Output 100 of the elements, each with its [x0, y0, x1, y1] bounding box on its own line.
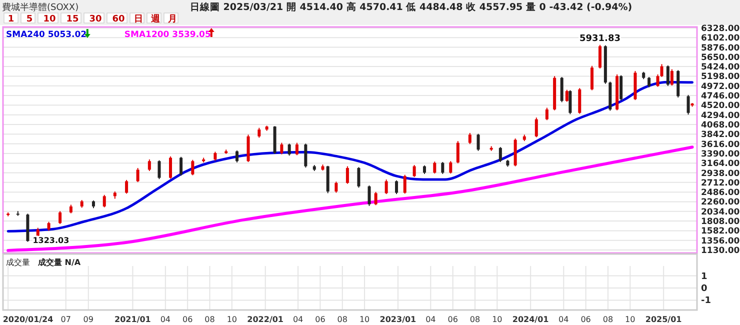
x-tick-label: 10	[359, 315, 370, 324]
y-tick-label: 2486.00	[701, 188, 740, 198]
candlestick	[304, 143, 308, 168]
candlestick	[334, 181, 338, 194]
annotation: 1323.03	[32, 236, 70, 245]
candlestick	[295, 142, 298, 156]
x-tick-label: 04	[292, 315, 304, 324]
candlestick	[456, 140, 460, 164]
x-tick-label: 04	[426, 315, 436, 324]
candlestick	[476, 133, 480, 152]
y-tick-label: 1808.00	[701, 217, 740, 228]
candlestick	[357, 166, 360, 188]
y-tick-label: 2260.00	[701, 198, 740, 208]
y-tick-label: 4294.00	[701, 110, 740, 121]
candlestick	[590, 65, 594, 91]
candlestick	[670, 68, 674, 86]
x-tick-label: 06	[580, 315, 591, 324]
candlestick	[441, 162, 444, 174]
x-tick-label: 10	[625, 315, 636, 324]
candlestick	[346, 166, 349, 184]
candlestick	[449, 160, 452, 174]
chart-title: 成交量	[6, 258, 30, 267]
candlestick	[280, 142, 284, 155]
candlestick	[395, 180, 398, 195]
x-tick-label: 09	[83, 315, 94, 324]
y-tick-label: 2034.00	[701, 207, 740, 218]
x-tick-label: 10	[226, 315, 238, 324]
x-tick-label: 07	[60, 315, 71, 324]
y-tick-label: 3616.00	[701, 140, 740, 150]
x-tick-label: 2020/01/24	[2, 315, 54, 324]
x-tick-label: 08	[337, 315, 348, 324]
candlestick	[125, 179, 128, 194]
x-tick-label: 2023/01	[380, 315, 417, 324]
y-tick-label: 1	[701, 272, 708, 282]
line-series	[6, 146, 694, 252]
candlestick	[374, 191, 378, 206]
y-tick-label: 2938.00	[701, 168, 740, 179]
candlestick	[498, 146, 502, 162]
candlestick	[620, 74, 623, 101]
candlestick	[403, 174, 406, 194]
y-tick-label: 5876.00	[701, 43, 740, 54]
x-tick-label: 04	[160, 315, 171, 324]
line-series	[6, 80, 694, 232]
y-tick-label: 0	[701, 284, 708, 294]
y-tick-label: 5198.00	[701, 72, 740, 82]
y-tick-label: 3164.00	[701, 159, 740, 170]
x-tick-label: 08	[470, 315, 480, 324]
y-tick-label: 4972.00	[701, 82, 740, 92]
x-tick-label: 08	[204, 315, 215, 324]
candlestick	[568, 90, 572, 115]
candlestick	[384, 179, 388, 195]
candlestick	[180, 156, 183, 176]
text: SMA240 5053.02	[6, 30, 87, 40]
x-tick-label: 10	[492, 315, 502, 324]
candlestick	[58, 210, 62, 224]
candlestick	[136, 167, 140, 183]
y-tick-label: 1582.00	[701, 226, 740, 237]
y-tick-label: 3842.00	[701, 130, 740, 140]
y-tick-label: 1130.00	[701, 246, 740, 256]
x-tick-label: 06	[182, 315, 193, 324]
chart-subtitle: 日線圖 2025/03/21 開 4514.40 高 4570.41 低 4484.48 收 4557.95 量 0 -43.42 (-0.94%)	[190, 1, 632, 13]
candlestick	[169, 156, 172, 180]
x-tick-label: 2024/01	[512, 315, 550, 324]
candlestick	[648, 76, 651, 88]
candlestick	[368, 185, 371, 206]
x-tick-label: 06	[448, 315, 458, 324]
y-tick-label: 4068.00	[701, 120, 740, 130]
y-tick-label: 3390.00	[701, 149, 740, 160]
candlestick	[102, 194, 106, 208]
candlestick	[656, 74, 660, 88]
x-tick-label: 2022/01	[247, 315, 284, 324]
chart-title: 費城半導體(SOXX)	[2, 2, 79, 13]
y-tick-label: 1356.00	[701, 236, 740, 246]
x-tick-label: 04	[558, 315, 569, 324]
candlestick	[158, 160, 161, 180]
candlestick	[534, 117, 538, 138]
x-tick-label: 2025/01	[645, 315, 682, 324]
candlestick	[545, 107, 548, 121]
candlestick	[660, 64, 664, 78]
candlestick	[565, 89, 568, 102]
candlestick	[560, 76, 564, 103]
candlestick	[686, 94, 690, 116]
candlestick	[148, 158, 151, 172]
y-tick-label: 6102.00	[701, 34, 740, 44]
text: SMA1200 3539.05	[124, 30, 211, 40]
annotation: 成交量 N/A	[37, 257, 82, 267]
candlestick	[433, 161, 436, 174]
x-tick-label: 2021/01	[114, 315, 152, 324]
y-tick-label: 4520.00	[701, 101, 740, 112]
candlestick	[598, 44, 602, 69]
y-tick-label: 5650.00	[701, 52, 740, 63]
text: 1 5 10 15 30 60 日 週 月	[8, 14, 178, 24]
y-tick-label: 4746.00	[701, 92, 740, 102]
y-tick-label: -1	[701, 296, 711, 306]
candlestick	[258, 127, 261, 138]
candlestick	[412, 164, 416, 178]
candlestick	[666, 64, 670, 86]
candlestick	[578, 88, 582, 114]
x-tick-label: 06	[315, 315, 326, 324]
candlestick	[288, 143, 291, 156]
